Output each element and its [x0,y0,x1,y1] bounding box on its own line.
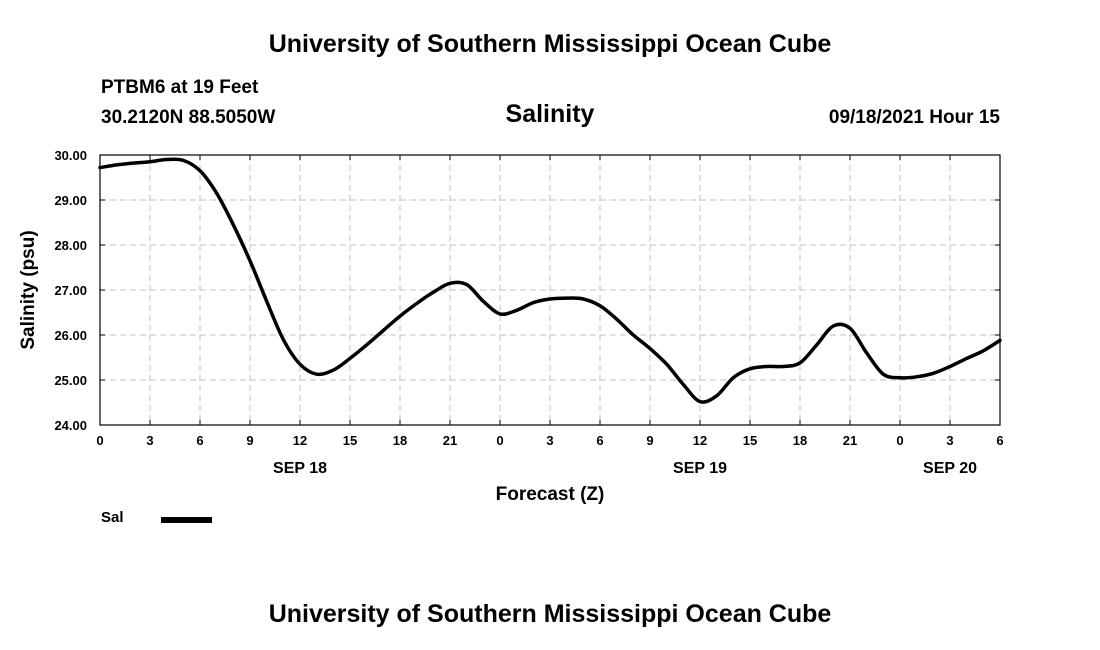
y-tick-label: 25.00 [54,373,87,388]
grid-lines [100,155,1000,425]
x-tick-label: 15 [743,433,757,448]
x-tick-label: 6 [596,433,603,448]
legend-swatch [161,517,212,523]
x-tick-label: 0 [96,433,103,448]
date-labels: SEP 18 SEP 19 SEP 20 [273,460,977,477]
x-tick-label: 12 [693,433,707,448]
x-tick-label: 18 [793,433,807,448]
forecast-datetime: 09/18/2021 Hour 15 [828,107,1000,128]
y-tick-label: 29.00 [54,193,87,208]
date-label: SEP 18 [273,460,327,477]
y-tick-label: 30.00 [54,148,87,163]
page-title-bottom: University of Southern Mississippi Ocean… [268,600,832,628]
station-name: PTBM6 at 19 Feet [101,77,259,98]
page-title-top: University of Southern Mississippi Ocean… [268,30,832,58]
x-tick-label: 9 [246,433,253,448]
station-coordinates: 30.2120N 88.5050W [101,107,276,128]
x-tick-label: 6 [196,433,203,448]
chart-title: Salinity [505,100,595,128]
x-tick-label: 3 [146,433,153,448]
x-tick-label: 21 [843,433,857,448]
y-tick-label: 27.00 [54,283,87,298]
date-label: SEP 19 [673,460,727,477]
x-tick-labels: 0 3 6 9 12 15 18 21 0 3 6 9 12 15 18 21 0 3 6 [96,433,1003,448]
x-tick-label: 0 [496,433,503,448]
x-tick-label: 21 [443,433,457,448]
x-axis-label: Forecast (Z) [496,484,605,505]
x-tick-label: 3 [546,433,553,448]
series-line-sal [98,157,1002,404]
date-label: SEP 20 [923,460,977,477]
y-tick-label: 28.00 [54,238,87,253]
legend-label: Sal [101,509,124,526]
x-tick-label: 12 [293,433,307,448]
x-tick-label: 0 [896,433,903,448]
y-axis-label: Salinity (psu) [18,230,39,349]
y-tick-labels: 24.00 25.00 26.00 27.00 28.00 29.00 30.00 [54,148,87,433]
x-tick-label: 3 [946,433,953,448]
x-tick-label: 18 [393,433,407,448]
axis-ticks [99,154,1001,426]
y-tick-label: 24.00 [54,418,87,433]
y-tick-label: 26.00 [54,328,87,343]
x-tick-label: 15 [343,433,357,448]
x-tick-label: 6 [996,433,1003,448]
x-tick-label: 9 [646,433,653,448]
